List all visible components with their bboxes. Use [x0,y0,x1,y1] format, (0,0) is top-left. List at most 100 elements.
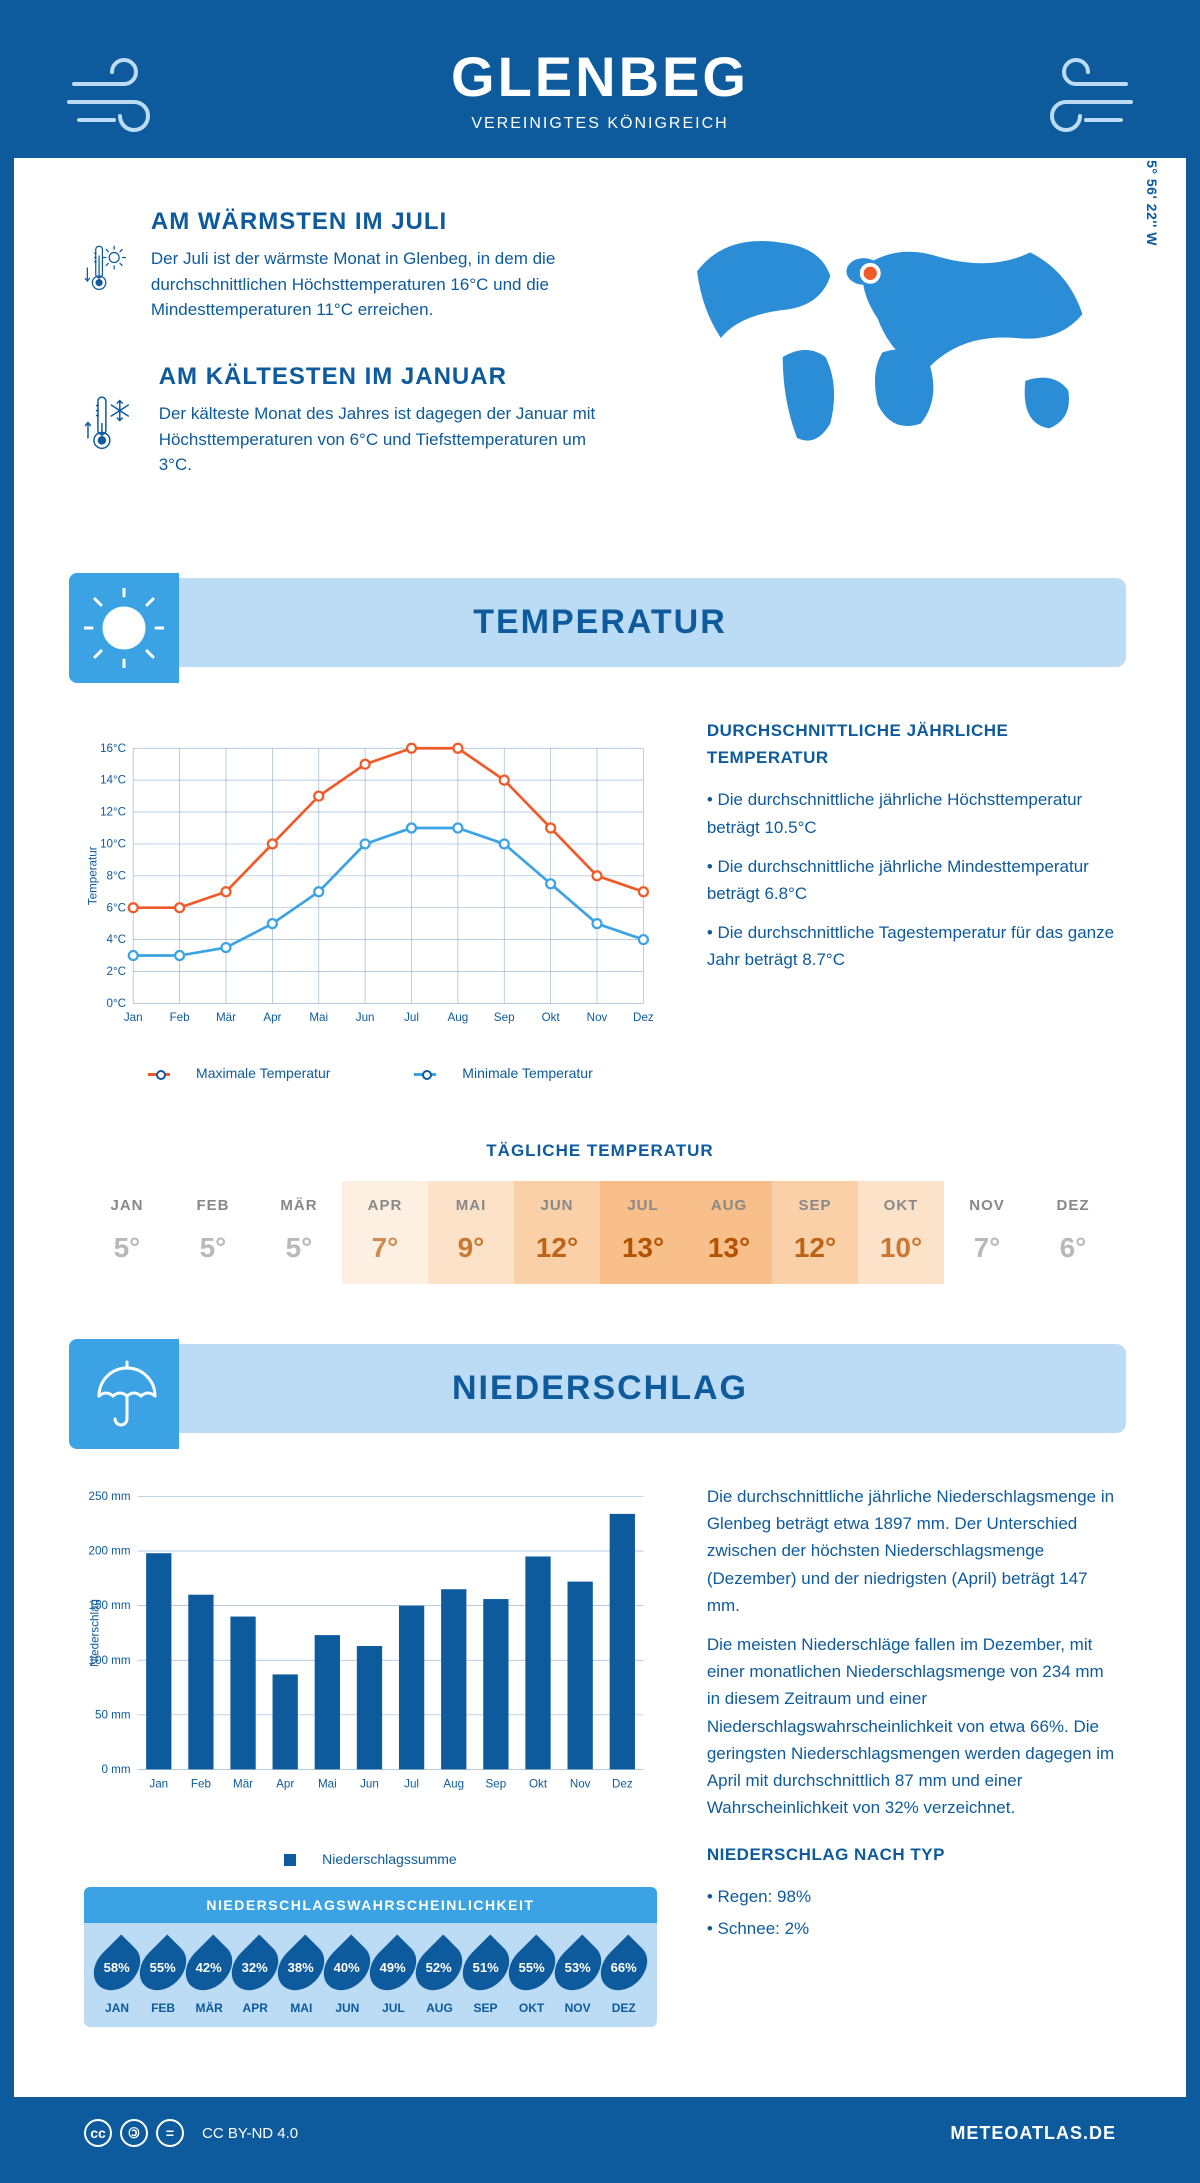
license: cc 🄯 = CC BY-ND 4.0 [84,2119,298,2147]
thermometer-sun-icon [84,208,126,328]
svg-text:8°C: 8°C [107,869,127,882]
svg-text:2°C: 2°C [107,965,127,978]
precip-content: 0 mm50 mm100 mm150 mm200 mm250 mmJanFebM… [14,1453,1186,2057]
header: GLENBEG VEREINIGTES KÖNIGREICH [14,14,1186,158]
probability-drop: 53%NOV [558,1941,598,2015]
daily-temp-cell: JUL13° [600,1181,686,1284]
daily-temp-cell: JAN5° [84,1181,170,1284]
probability-drop: 42%MÄR [189,1941,229,2015]
intro-section: AM WÄRMSTEN IM JULI Der Juli ist der wär… [14,158,1186,558]
svg-text:Jul: Jul [404,1777,419,1790]
svg-text:Apr: Apr [263,1011,281,1024]
warmest-title: AM WÄRMSTEN IM JULI [151,208,609,236]
daily-temp-cell: NOV7° [944,1181,1030,1284]
svg-text:Jul: Jul [404,1011,419,1024]
wind-icon [1026,54,1136,144]
wind-icon [64,54,174,144]
svg-text:10°C: 10°C [100,838,126,851]
probability-drop: 40%JUN [327,1941,367,2015]
site-name: METEOATLAS.DE [950,2123,1116,2144]
intro-text-col: AM WÄRMSTEN IM JULI Der Juli ist der wär… [84,208,609,518]
svg-text:Dez: Dez [633,1011,654,1024]
svg-text:Aug: Aug [443,1777,464,1790]
svg-text:12°C: 12°C [100,806,126,819]
svg-text:Mai: Mai [309,1011,328,1024]
probability-drop: 66%DEZ [604,1941,644,2015]
thermometer-snow-icon [84,363,134,483]
precipitation-banner: NIEDERSCHLAG [74,1344,1126,1433]
svg-text:Okt: Okt [529,1777,548,1790]
daily-temp-cell: FEB5° [170,1181,256,1284]
page-title: GLENBEG [54,44,1146,109]
svg-text:0 mm: 0 mm [101,1763,130,1776]
map-col: SCHOTTLAND 56° 41' 25'' N — 5° 56' 22'' … [659,208,1116,518]
daily-temp-cell: DEZ6° [1030,1181,1116,1284]
svg-text:Sep: Sep [486,1777,507,1790]
svg-text:14°C: 14°C [100,774,126,787]
temp-legend: Maximale Temperatur Minimale Temperatur [84,1065,657,1081]
by-icon: 🄯 [120,2119,148,2147]
svg-text:Dez: Dez [612,1777,633,1790]
coldest-title: AM KÄLTESTEN IM JANUAR [159,363,610,391]
daily-temp-cell: MAI9° [428,1181,514,1284]
svg-text:Niederschlag: Niederschlag [88,1599,101,1667]
temperature-banner: TEMPERATUR [74,578,1126,667]
warmest-block: AM WÄRMSTEN IM JULI Der Juli ist der wär… [84,208,609,328]
daily-temp-cell: SEP12° [772,1181,858,1284]
daily-temp-cell: JUN12° [514,1181,600,1284]
svg-text:Sep: Sep [494,1011,515,1024]
svg-text:Jun: Jun [360,1777,379,1790]
temp-info-title: DURCHSCHNITTLICHE JÄHRLICHE TEMPERATUR [707,717,1116,771]
precip-legend: Niederschlagssumme [84,1851,657,1867]
svg-text:16°C: 16°C [100,742,126,755]
temperature-line-chart: 0°C2°C4°C6°C8°C10°C12°C14°C16°CJanFebMär… [84,717,657,1057]
svg-text:250 mm: 250 mm [89,1490,131,1503]
svg-text:Apr: Apr [276,1777,294,1790]
daily-temp-title: TÄGLICHE TEMPERATUR [14,1141,1186,1161]
probability-drop: 55%OKT [512,1941,552,2015]
cc-icon: cc [84,2119,112,2147]
probability-drop: 32%APR [235,1941,275,2015]
svg-text:Jan: Jan [124,1011,143,1024]
coldest-text: Der kälteste Monat des Jahres ist dagege… [159,401,610,478]
svg-text:Mai: Mai [318,1777,337,1790]
daily-temp-cell: AUG13° [686,1181,772,1284]
precipitation-probability: NIEDERSCHLAGSWAHRSCHEINLICHKEIT 58%JAN55… [84,1887,657,2027]
svg-text:50 mm: 50 mm [95,1708,131,1721]
svg-text:Nov: Nov [587,1011,608,1024]
svg-text:0°C: 0°C [107,997,127,1010]
svg-text:200 mm: 200 mm [89,1545,131,1558]
coordinates: SCHOTTLAND 56° 41' 25'' N — 5° 56' 22'' … [1144,0,1160,246]
svg-text:Jun: Jun [356,1011,375,1024]
warmest-text: Der Juli ist der wärmste Monat in Glenbe… [151,246,609,323]
daily-temp-cell: APR7° [342,1181,428,1284]
svg-text:Nov: Nov [570,1777,591,1790]
svg-text:Mär: Mär [216,1011,236,1024]
page-subtitle: VEREINIGTES KÖNIGREICH [54,115,1146,133]
svg-text:Mär: Mär [233,1777,253,1790]
svg-text:Okt: Okt [542,1011,561,1024]
precip-chart-col: 0 mm50 mm100 mm150 mm200 mm250 mmJanFebM… [84,1483,657,2027]
footer: cc 🄯 = CC BY-ND 4.0 METEOATLAS.DE [14,2097,1186,2169]
temp-info: DURCHSCHNITTLICHE JÄHRLICHE TEMPERATUR •… [707,717,1116,1081]
probability-drop: 58%JAN [97,1941,137,2015]
svg-text:Feb: Feb [191,1777,211,1790]
temp-content: 0°C2°C4°C6°C8°C10°C12°C14°C16°CJanFebMär… [14,687,1186,1111]
svg-text:6°C: 6°C [107,901,127,914]
precip-info: Die durchschnittliche jährliche Niedersc… [707,1483,1116,2027]
probability-drop: 52%AUG [419,1941,459,2015]
sun-icon [69,573,179,683]
svg-text:Jan: Jan [149,1777,168,1790]
daily-temp-cell: MÄR5° [256,1181,342,1284]
probability-drop: 55%FEB [143,1941,183,2015]
coldest-block: AM KÄLTESTEN IM JANUAR Der kälteste Mona… [84,363,609,483]
daily-temp-grid: JAN5°FEB5°MÄR5°APR7°MAI9°JUN12°JUL13°AUG… [84,1181,1116,1284]
daily-temp-cell: OKT10° [858,1181,944,1284]
svg-text:4°C: 4°C [107,933,127,946]
svg-text:Aug: Aug [448,1011,469,1024]
nd-icon: = [156,2119,184,2147]
umbrella-icon [69,1339,179,1449]
probability-drop: 38%MAI [281,1941,321,2015]
world-map [659,208,1116,468]
probability-drop: 49%JUL [373,1941,413,2015]
